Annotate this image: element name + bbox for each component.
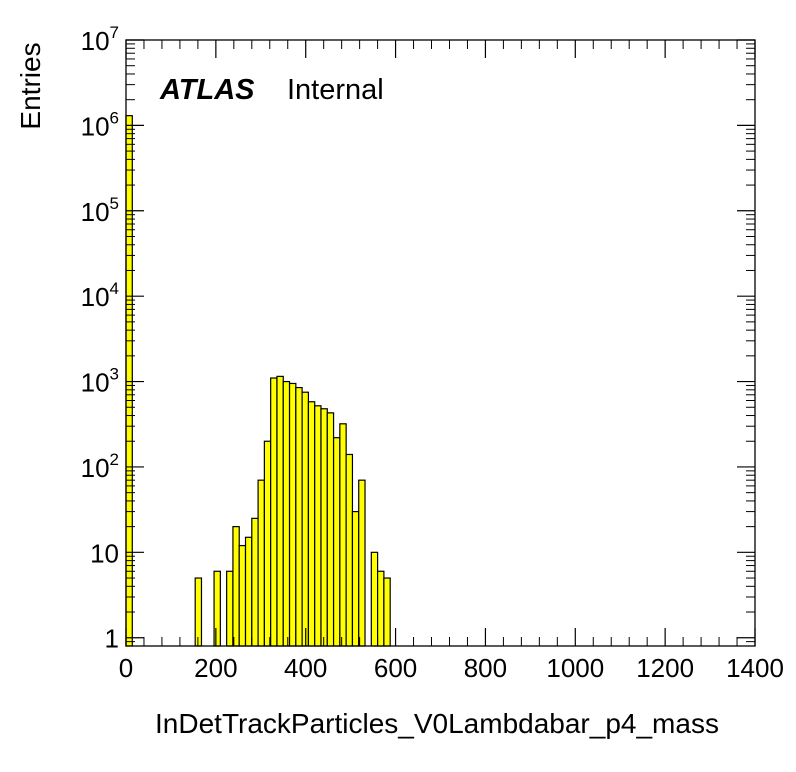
y-tick-label-1: 10	[90, 538, 119, 568]
histogram-bin-4	[232, 526, 240, 647]
histogram-bin-14	[295, 386, 303, 647]
x-tick-label-6: 1200	[636, 653, 694, 683]
plot-frame	[125, 39, 756, 647]
x-tick-label-4: 800	[464, 653, 507, 683]
histogram-bin-21	[339, 423, 347, 647]
y-tick-label-3: 103	[81, 365, 119, 398]
histogram-bin-25	[370, 551, 379, 647]
y-tick-labels: 1 10 102 103 104 105 106 107	[81, 23, 119, 654]
histogram-bin-1	[194, 577, 203, 647]
histogram-bin-16	[307, 401, 316, 647]
histogram-bars	[125, 115, 391, 647]
histogram-bin-6	[244, 536, 253, 647]
x-tick-label-7: 1400	[726, 653, 784, 683]
histogram-bin-2	[213, 570, 221, 647]
y-tick-label-7: 107	[81, 23, 119, 56]
x-tick-label-2: 400	[284, 653, 327, 683]
histogram-bin-20	[332, 437, 341, 647]
x-tick-label-0: 0	[119, 653, 133, 683]
histogram-bin-12	[282, 380, 291, 647]
histogram-bin-13	[288, 382, 297, 647]
y-axis-title: Entries	[15, 42, 46, 129]
histogram-bin-24	[358, 479, 366, 647]
histogram-bin-7	[251, 517, 259, 647]
histogram-bin-3	[226, 570, 234, 647]
histogram-bin-17	[314, 405, 322, 647]
histogram-bin-22	[345, 453, 354, 647]
atlas-label: ATLAS	[159, 74, 255, 106]
atlas-status-label: Internal	[287, 74, 384, 106]
histogram-bin-9	[263, 440, 272, 647]
x-tick-label-5: 1000	[546, 653, 604, 683]
x-tick-labels: 0 200 400 600 800 1000 1200 1400	[119, 653, 784, 683]
y-tick-label-5: 105	[81, 194, 119, 227]
histogram-bin-5	[238, 544, 247, 647]
histogram-bin-0	[125, 115, 133, 647]
histogram-bin-23	[351, 510, 360, 647]
histogram-bin-18	[320, 408, 328, 647]
y-tick-label-0: 1	[105, 624, 119, 654]
y-tick-label-2: 102	[81, 450, 119, 483]
histogram-bin-19	[326, 412, 335, 647]
histogram-bin-8	[257, 479, 265, 647]
histogram-bin-26	[377, 570, 385, 647]
histogram-bin-27	[383, 577, 391, 647]
x-tick-label-1: 200	[194, 653, 237, 683]
histogram-bin-15	[301, 391, 310, 647]
y-tick-label-6: 106	[81, 108, 119, 141]
x-axis-title: InDetTrackParticles_V0Lambdabar_p4_mass	[155, 708, 719, 739]
y-tick-label-4: 104	[81, 279, 119, 312]
minor-ticks	[126, 40, 755, 646]
histogram-bin-10	[270, 377, 278, 647]
x-tick-label-3: 600	[374, 653, 417, 683]
histogram-bin-11	[276, 375, 284, 647]
major-ticks	[125, 39, 756, 646]
